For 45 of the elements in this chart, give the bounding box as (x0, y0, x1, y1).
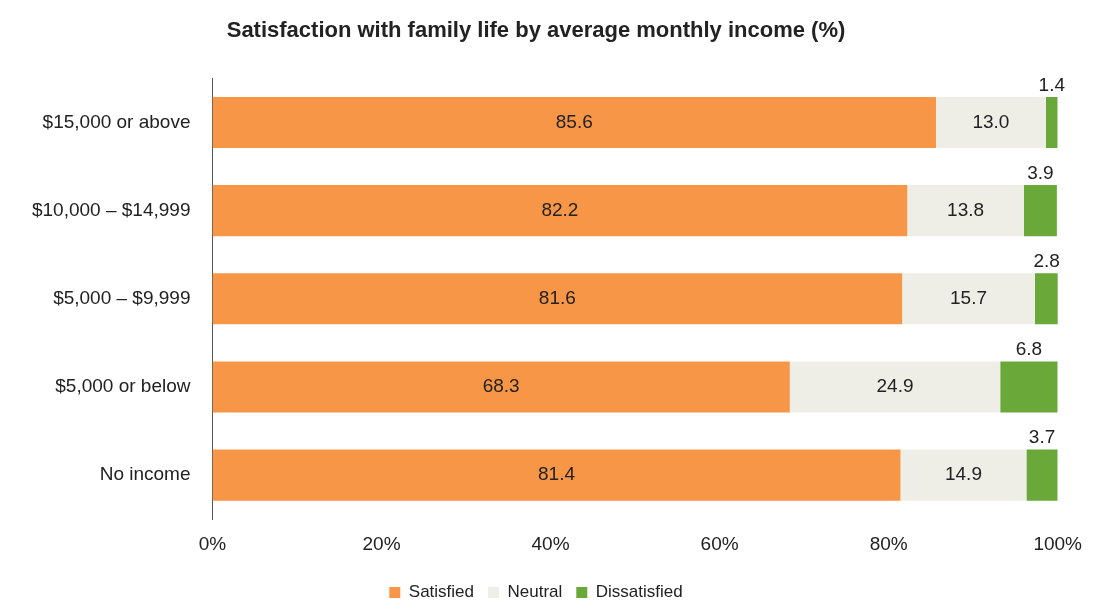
bar (900, 449, 1027, 501)
x-tick-label: 40% (531, 532, 570, 554)
bar (212, 273, 903, 325)
y-tick-label: $10,000 – $14,999 (31, 198, 191, 220)
bar (1023, 185, 1057, 237)
data-label: 68.3 (482, 375, 520, 397)
data-label: 81.4 (538, 463, 576, 485)
y-tick-label: No income (99, 463, 191, 485)
bar (212, 185, 908, 237)
data-label: 24.9 (876, 375, 914, 397)
data-label: 13.0 (972, 110, 1010, 132)
data-label: 3.9 (1027, 161, 1054, 183)
bar (212, 96, 936, 149)
bar (907, 185, 1024, 237)
data-label: 1.4 (1038, 73, 1066, 95)
y-tick-label: $5,000 – $9,999 (53, 287, 191, 309)
legend-label: Dissatisfied (595, 582, 683, 602)
bar (1045, 96, 1058, 149)
legend-label: Satisfied (408, 582, 474, 602)
data-label: 2.8 (1033, 249, 1060, 271)
data-label: 14.9 (944, 463, 982, 485)
bar (1034, 273, 1058, 325)
y-tick-label: $5,000 or below (55, 375, 191, 397)
data-label: 13.8 (947, 198, 985, 220)
bar (935, 96, 1046, 149)
x-tick-label: 20% (362, 532, 401, 554)
data-label: 85.6 (555, 110, 593, 132)
x-tick-label: 100% (1033, 532, 1083, 554)
data-label: 82.2 (541, 198, 579, 220)
bar (212, 449, 901, 501)
data-label: 6.8 (1015, 338, 1043, 360)
bar (1000, 361, 1058, 413)
bar (1026, 449, 1058, 501)
chart-title: Satisfaction with family life by average monthly income (%) (226, 17, 846, 43)
bar (902, 273, 1035, 325)
data-label: 81.6 (538, 287, 576, 309)
y-tick-label: $15,000 or above (42, 110, 191, 132)
x-tick-label: 0% (198, 532, 227, 554)
bar (212, 361, 790, 413)
data-label: 15.7 (950, 287, 988, 309)
legend-label: Neutral (507, 582, 563, 602)
x-tick-label: 80% (869, 532, 908, 554)
x-tick-label: 60% (700, 532, 739, 554)
bar (789, 361, 1001, 413)
data-label: 3.7 (1028, 426, 1056, 448)
